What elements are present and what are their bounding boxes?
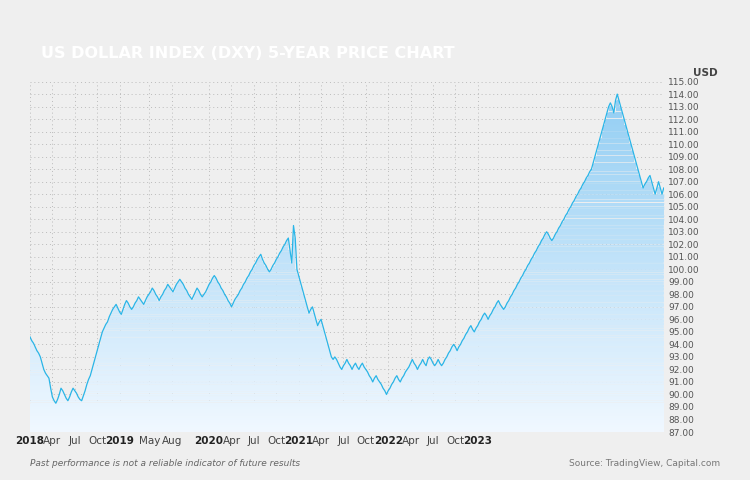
Text: US DOLLAR INDEX (DXY) 5-YEAR PRICE CHART: US DOLLAR INDEX (DXY) 5-YEAR PRICE CHART <box>41 47 454 61</box>
Text: Source: TradingView, Capital.com: Source: TradingView, Capital.com <box>568 459 720 468</box>
Text: Past performance is not a reliable indicator of future results: Past performance is not a reliable indic… <box>30 459 300 468</box>
Text: USD: USD <box>693 68 717 78</box>
